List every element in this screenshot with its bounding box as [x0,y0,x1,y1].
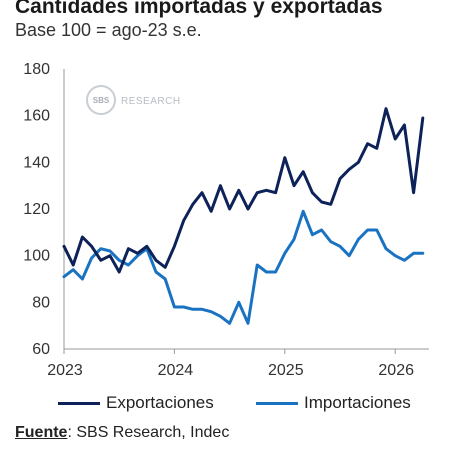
y-tick-label: 60 [32,341,50,358]
y-tick-label: 100 [23,248,50,265]
x-tick-label: 2024 [158,362,194,379]
x-tick-label: 2023 [47,362,83,379]
x-tick-label: 2026 [378,362,414,379]
chart-subtitle: Base 100 = ago-23 s.e. [15,20,202,40]
series-layer [62,107,425,325]
legend-swatch-importaciones [256,401,298,405]
source-label: Fuente [15,424,68,441]
source-text: : SBS Research, Indec [67,424,230,441]
sbs-logo-text: SBS [93,96,110,105]
legend-item-exportaciones: Exportaciones [58,393,214,413]
legend-label-exportaciones: Exportaciones [106,393,214,412]
source-note: Fuente: SBS Research, Indec [15,424,229,442]
x-tick-label: 2025 [268,362,304,379]
series-line-exportaciones [62,107,425,274]
y-tick-label: 180 [23,61,50,78]
legend: Exportaciones Importaciones [0,393,467,417]
sbs-research-watermark: SBS RESEARCH [86,85,181,115]
x-axis-ticks: 2023 2024 2025 2026 [47,349,414,379]
y-tick-label: 160 [23,108,50,125]
sbs-logo-icon [86,85,116,115]
y-axis-ticks: 60 80 100 120 140 160 180 [23,61,50,358]
legend-swatch-exportaciones [58,401,100,405]
y-tick-label: 80 [32,294,50,311]
watermark-text: RESEARCH [121,96,181,107]
y-tick-label: 120 [23,201,50,218]
legend-item-importaciones: Importaciones [256,393,411,413]
chart-title: Cantidades importadas y exportadas [15,0,383,18]
y-tick-label: 140 [23,154,50,171]
legend-label-importaciones: Importaciones [304,393,411,412]
